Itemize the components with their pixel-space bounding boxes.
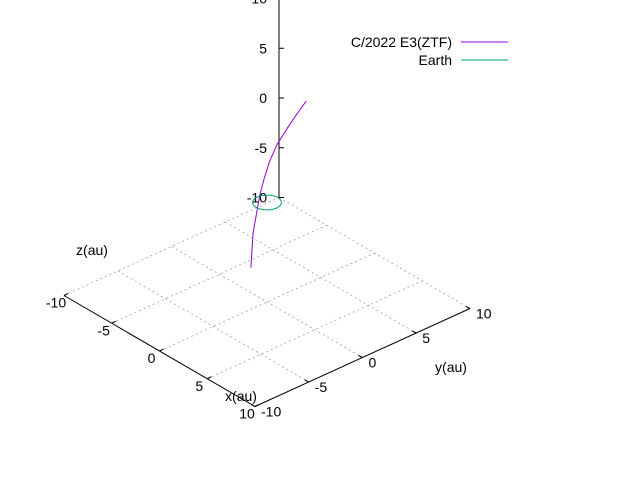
grid-line-x	[63, 197, 280, 296]
x-tick	[111, 320, 116, 324]
legend: C/2022 E3(ZTF) Earth	[351, 34, 508, 68]
y-tick	[304, 379, 309, 383]
y-tick-label: -5	[315, 379, 328, 395]
y-tick-label: 5	[422, 330, 430, 346]
y-tick	[358, 355, 363, 358]
x-tick	[159, 348, 164, 352]
series-line-earth-orbit	[252, 194, 282, 211]
z-tick-label: 0	[259, 90, 267, 106]
grid-line-y	[171, 246, 363, 358]
x-tick	[63, 293, 69, 296]
z-tick-label: -5	[255, 140, 268, 156]
y-tick-label: -10	[261, 404, 281, 420]
grid	[63, 197, 471, 383]
grid-line-y	[225, 221, 417, 334]
x-tick	[207, 376, 212, 380]
x-axis-label: x(au)	[225, 388, 257, 404]
series	[250, 100, 307, 268]
x-tick-label: 10	[239, 406, 255, 422]
y-tick-label: 0	[369, 355, 377, 371]
x-tick-label: 0	[148, 350, 156, 366]
x-tick-label: -10	[46, 295, 66, 311]
x-tick	[254, 404, 260, 407]
grid-line-x	[159, 252, 375, 352]
z-axis-label: z(au)	[76, 242, 108, 258]
y-tick	[465, 306, 471, 309]
legend-label-earth: Earth	[419, 52, 452, 68]
series-line-comet	[250, 100, 307, 268]
z-tick-label: 10	[251, 0, 267, 7]
grid-line-x	[111, 224, 327, 324]
y-tick-label: 10	[476, 306, 492, 322]
z-tick-label: 5	[259, 40, 267, 56]
grid-line-x	[207, 280, 423, 380]
legend-label-comet: C/2022 E3(ZTF)	[351, 34, 452, 50]
grid-line-y	[117, 270, 309, 383]
y-tick	[250, 404, 256, 407]
y-axis-label: y(au)	[435, 359, 467, 375]
y-tick	[412, 330, 417, 334]
x-tick-label: 5	[195, 378, 203, 394]
x-tick-label: -5	[98, 322, 111, 338]
